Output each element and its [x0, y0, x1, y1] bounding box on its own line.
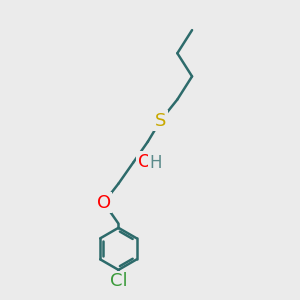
Text: O: O: [138, 153, 152, 171]
Text: Cl: Cl: [110, 272, 127, 290]
Text: H: H: [149, 154, 161, 172]
Text: S: S: [155, 112, 166, 130]
Text: O: O: [97, 194, 111, 211]
